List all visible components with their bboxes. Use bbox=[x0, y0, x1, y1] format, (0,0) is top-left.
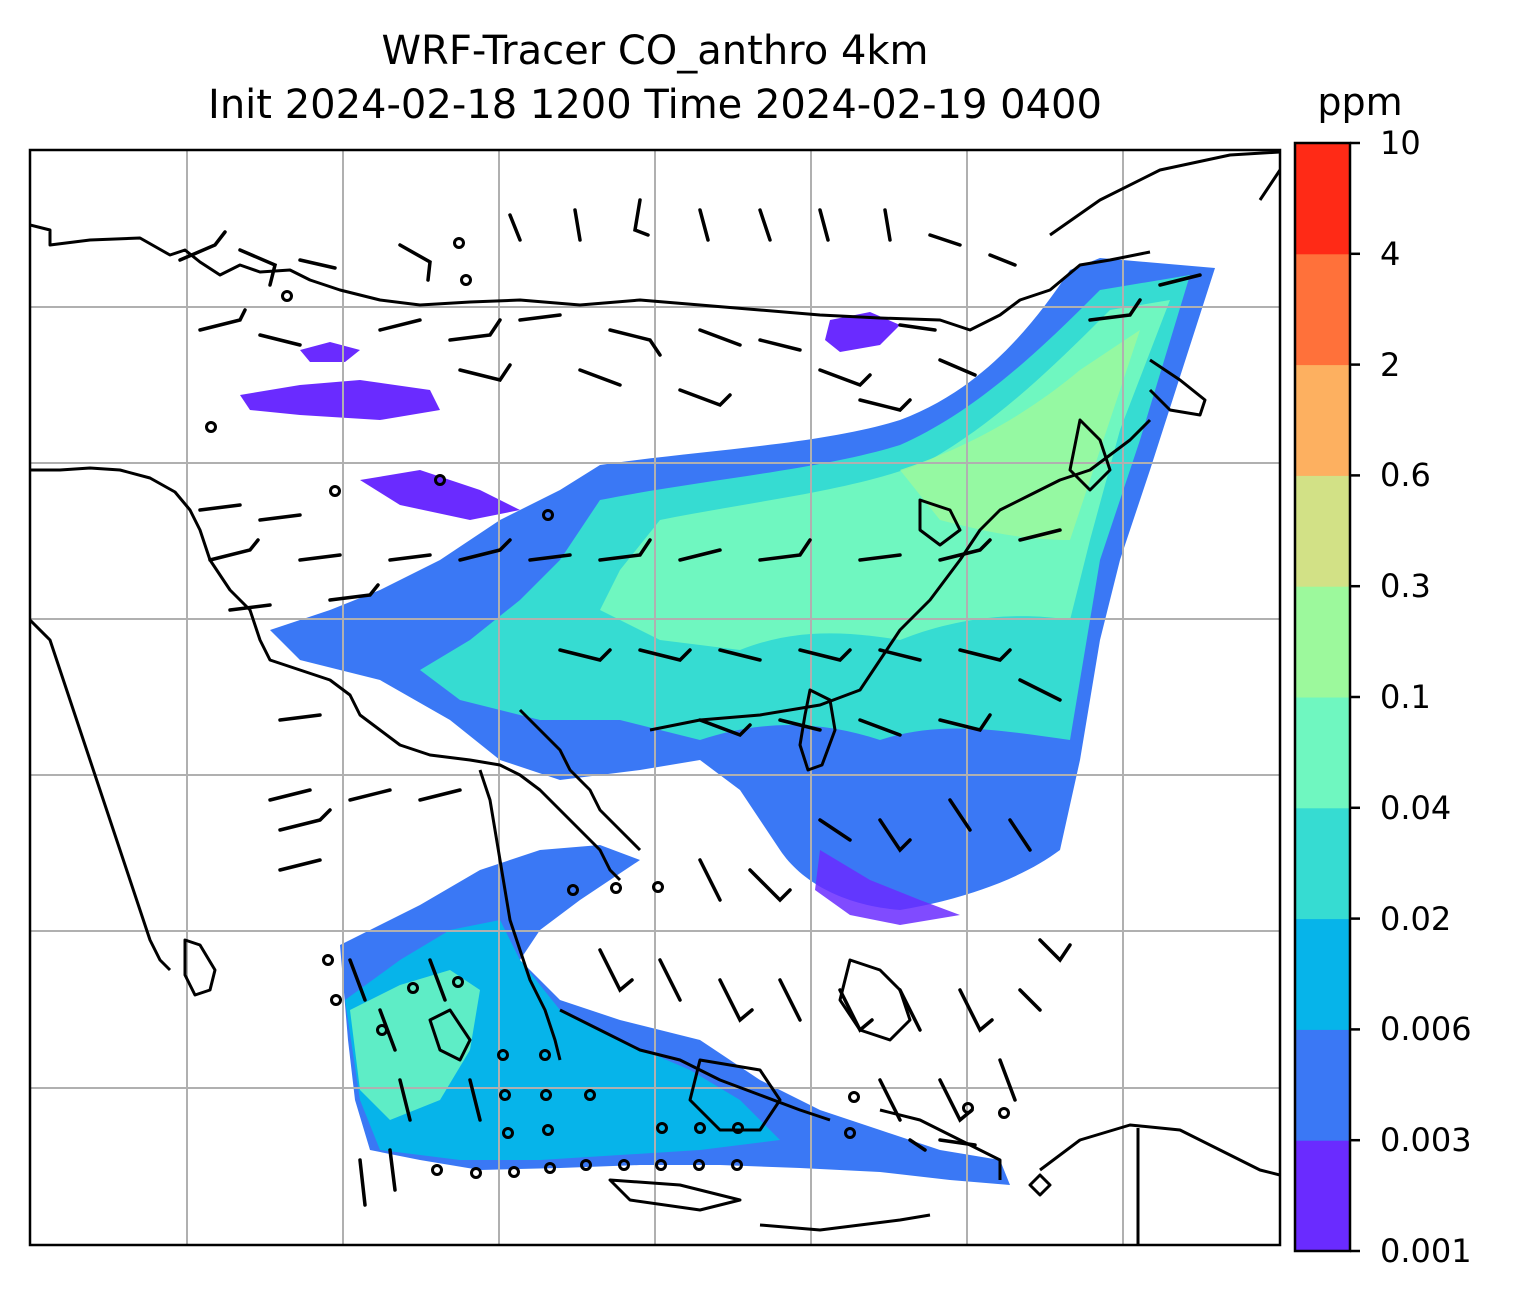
colorbar-band bbox=[1295, 807, 1350, 920]
colorbar-band bbox=[1295, 1029, 1350, 1141]
colorbar-unit-label: ppm bbox=[1317, 80, 1403, 124]
tracer-plume-northeast-high bbox=[600, 300, 1170, 650]
colorbar-band bbox=[1295, 143, 1350, 255]
colorbar-tick-label: 4 bbox=[1380, 234, 1401, 273]
colorbar-tick-label: 2 bbox=[1380, 345, 1401, 384]
tracer-patch-north-1 bbox=[240, 380, 440, 420]
map-frame bbox=[28, 148, 1282, 1247]
colorbar bbox=[1295, 143, 1350, 1252]
colorbar-band bbox=[1295, 586, 1350, 698]
map-title-line1: WRF-Tracer CO_anthro 4km bbox=[381, 28, 929, 74]
colorbar-band bbox=[1295, 697, 1350, 809]
map-area bbox=[30, 150, 1280, 1245]
tracer-plume-south-high bbox=[350, 970, 480, 1120]
colorbar-tick-label: 10 bbox=[1380, 124, 1421, 162]
colorbar-tick-label: 0.001 bbox=[1380, 1232, 1472, 1270]
tracer-plume-northeast-peak bbox=[900, 330, 1140, 540]
colorbar-tick-label: 0.003 bbox=[1380, 1121, 1472, 1160]
colorbar-ticks bbox=[1350, 141, 1360, 1253]
coastlines bbox=[30, 150, 1280, 1245]
map-title-line2: Init 2024-02-18 1200 Time 2024-02-19 040… bbox=[208, 82, 1102, 128]
colorbar-band bbox=[1295, 918, 1350, 1030]
calm-wind-markers bbox=[205, 237, 1010, 1179]
colorbar-tick-label: 0.02 bbox=[1380, 899, 1452, 938]
colorbar-band bbox=[1295, 364, 1350, 476]
tracer-band-southeast bbox=[815, 850, 960, 925]
colorbar-tick-label: 0.1 bbox=[1380, 678, 1431, 716]
colorbar-band bbox=[1295, 475, 1350, 587]
colorbar-band bbox=[1295, 1140, 1350, 1252]
colorbar-tick-label: 0.04 bbox=[1380, 788, 1452, 827]
colorbar-tick-label: 0.3 bbox=[1380, 567, 1431, 606]
tracer-patch-north-2 bbox=[300, 342, 360, 362]
colorbar-tick-label: 0.006 bbox=[1380, 1010, 1472, 1049]
colorbar-band bbox=[1295, 253, 1350, 366]
tracer-patch-north-4 bbox=[360, 470, 520, 520]
tracer-patch-north-3 bbox=[825, 312, 900, 352]
colorbar-tick-label: 0.6 bbox=[1380, 456, 1431, 495]
wind-barbs bbox=[178, 198, 1202, 1207]
